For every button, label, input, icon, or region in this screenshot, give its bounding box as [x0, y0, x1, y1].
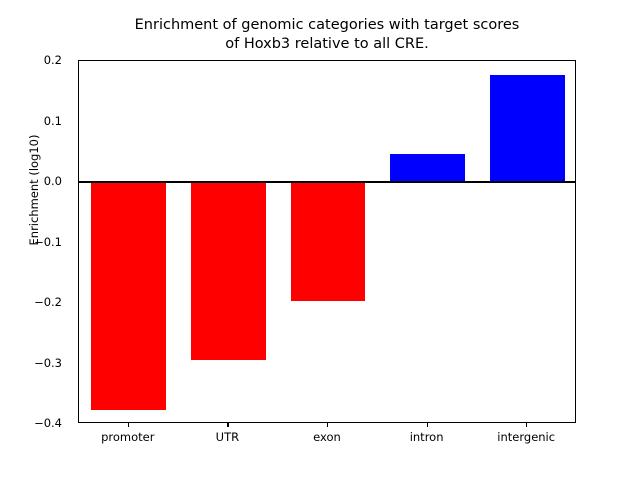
y-tick-label-0-1: 0.1 — [43, 113, 62, 128]
chart-title: Enrichment of genomic categories with ta… — [134, 17, 520, 53]
y-tick--0-2 — [78, 302, 79, 303]
y-tick--0-1 — [78, 242, 79, 243]
x-tick-label-exon: exon — [313, 430, 341, 444]
x-tick-UTR — [227, 423, 229, 428]
y-tick-label--0-2: −0.2 — [34, 295, 62, 309]
y-tick-labels: 0.2 0.1 0.0 −0.1 −0.2 −0.3 −0.4 — [0, 53, 70, 430]
x-tick-label-intergenic: intergenic — [497, 430, 556, 444]
x-tick-exon — [327, 423, 329, 428]
y-tick-label-0: 0.0 — [43, 174, 62, 188]
x-tick-label-promoter: promoter — [101, 430, 155, 444]
plot-area — [78, 60, 576, 423]
x-tick-intergenic — [526, 423, 528, 428]
bar-exon — [290, 182, 366, 302]
x-tick-intron — [426, 423, 428, 428]
bar-UTR — [191, 182, 266, 360]
x-tick-label-intron: intron — [409, 430, 444, 444]
x-tick-marks — [78, 423, 576, 429]
bar-promoter — [91, 182, 167, 411]
y-tick--0-3 — [78, 363, 79, 364]
y-tick-0-2 — [78, 60, 79, 61]
zero-baseline — [79, 180, 575, 184]
y-tick-label-0-2: 0.2 — [43, 53, 62, 67]
y-tick-label--0-3: −0.3 — [34, 355, 62, 370]
bar-intron — [390, 153, 465, 182]
x-tick-promoter — [127, 423, 129, 428]
y-tick-label--0-1: −0.1 — [34, 234, 62, 249]
x-tick-label-UTR: UTR — [215, 430, 240, 444]
bar-intergenic — [489, 74, 565, 182]
x-tick-labels: promoter UTR exon intron intergenic — [78, 430, 576, 450]
y-tick-label--0-4: −0.4 — [34, 416, 62, 430]
y-tick-0-1 — [78, 121, 79, 122]
